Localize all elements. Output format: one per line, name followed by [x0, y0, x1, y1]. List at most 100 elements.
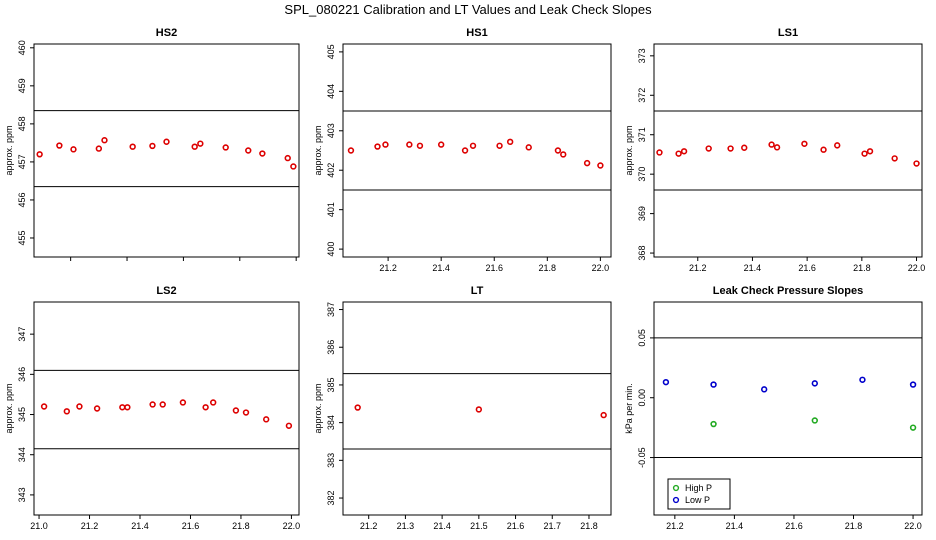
data-point	[583, 159, 591, 167]
x-tick-label: 21.8	[853, 263, 871, 273]
data-point	[245, 147, 252, 154]
y-tick-label: 459	[17, 78, 27, 93]
data-point-high-p	[909, 424, 917, 431]
legend-marker	[672, 496, 680, 504]
x-tick-label: 21.4	[131, 521, 149, 531]
y-tick-label: 373	[637, 48, 647, 63]
y-tick-label: 385	[326, 377, 336, 392]
y-tick-label: 402	[326, 163, 336, 178]
y-tick-label: -0.05	[637, 447, 647, 468]
x-tick-label: 21.7	[543, 521, 561, 531]
data-point	[437, 141, 445, 148]
chart-panel-4: LS2 approx. ppm 343 344 345 346 347 21.0 21.2 21.…	[4, 285, 300, 531]
y-tick-label: 372	[637, 88, 647, 103]
data-point	[119, 404, 126, 411]
data-point	[727, 145, 734, 152]
data-point	[284, 154, 291, 162]
data-point	[149, 401, 156, 408]
y-tick-label: 455	[17, 230, 27, 245]
data-point	[773, 144, 781, 151]
data-point	[560, 151, 567, 158]
y-tick-label: 386	[326, 340, 336, 355]
x-tick-label: 21.2	[689, 263, 707, 273]
data-point	[70, 146, 77, 153]
data-point	[680, 148, 688, 155]
plot-frame	[653, 43, 923, 258]
x-tick-label: 21.2	[81, 521, 99, 531]
x-tick-label: 21.6	[798, 263, 816, 273]
y-tick-label: 346	[17, 367, 27, 382]
y-tick-label: 345	[17, 407, 27, 422]
x-tick-label: 22.0	[904, 521, 922, 531]
y-tick-label: 0.00	[637, 389, 647, 407]
x-tick-label: 21.4	[726, 521, 744, 531]
data-point	[222, 144, 229, 151]
y-tick-label: 369	[637, 206, 647, 221]
data-point	[866, 148, 874, 155]
chart-title: HS2	[156, 27, 177, 39]
chart-title: LS1	[778, 27, 798, 39]
data-point-low-p	[760, 386, 768, 393]
chart-panel-6: Leak Check Pressure Slopes kPa per min. -0…	[624, 285, 923, 531]
data-point	[285, 422, 293, 429]
x-tick-label: 21.0	[30, 521, 48, 531]
data-point	[475, 406, 483, 413]
x-tick-label: 21.6	[507, 521, 525, 531]
chart-panel-3: LS1 approx. ppm 368 369 370 371 372 373 21.2 21.4…	[624, 27, 925, 273]
y-axis-label: approx. ppm	[624, 125, 634, 175]
data-point	[597, 162, 604, 169]
y-tick-label: 371	[637, 127, 647, 142]
data-point	[406, 141, 413, 148]
x-tick-label: 21.8	[539, 263, 557, 273]
data-point	[242, 409, 250, 416]
plot-frame	[653, 301, 923, 516]
x-tick-label: 22.0	[592, 263, 610, 273]
x-tick-label: 21.6	[785, 521, 803, 531]
x-tick-label: 21.4	[433, 521, 451, 531]
y-tick-label: 383	[326, 453, 336, 468]
data-point	[347, 147, 355, 154]
x-tick-label: 21.6	[182, 521, 200, 531]
data-point	[290, 163, 297, 170]
data-point	[262, 416, 270, 423]
plot-frame	[33, 301, 300, 516]
data-point	[95, 145, 103, 152]
data-point	[416, 142, 424, 149]
y-tick-label: 456	[17, 192, 27, 207]
y-tick-label: 384	[326, 415, 336, 430]
data-point	[554, 147, 562, 154]
data-point-low-p	[909, 381, 917, 388]
y-tick-label: 405	[326, 44, 336, 59]
data-point	[101, 137, 108, 144]
data-point	[179, 399, 187, 406]
data-point	[382, 141, 389, 148]
figure-title: SPL_080221 Calibration and LT Values and…	[284, 2, 652, 17]
data-point	[63, 408, 71, 415]
x-tick-label: 21.2	[666, 521, 684, 531]
legend-label: High P	[685, 483, 712, 493]
y-axis-label: approx. ppm	[313, 383, 323, 433]
x-tick-label: 21.3	[397, 521, 415, 531]
chart-title: Leak Check Pressure Slopes	[713, 285, 863, 297]
data-point	[820, 146, 827, 153]
data-point-low-p	[662, 378, 670, 386]
data-point	[656, 149, 663, 156]
data-point	[259, 150, 266, 157]
data-point-low-p	[811, 380, 818, 387]
y-tick-label: 343	[17, 487, 27, 502]
data-point	[232, 407, 240, 414]
data-point	[913, 160, 920, 167]
chart-title: LS2	[156, 285, 176, 297]
x-tick-label: 22.0	[283, 521, 301, 531]
legend-label: Low P	[685, 495, 710, 505]
data-point	[861, 150, 868, 157]
data-point	[191, 143, 198, 150]
legend-marker	[672, 484, 680, 492]
data-point	[705, 145, 712, 152]
y-tick-label: 0.05	[637, 329, 647, 347]
y-tick-label: 404	[326, 84, 336, 99]
chart-title: LT	[471, 285, 484, 297]
y-tick-label: 400	[326, 242, 336, 257]
x-tick-label: 22.0	[908, 263, 926, 273]
data-point-low-p	[859, 376, 866, 383]
